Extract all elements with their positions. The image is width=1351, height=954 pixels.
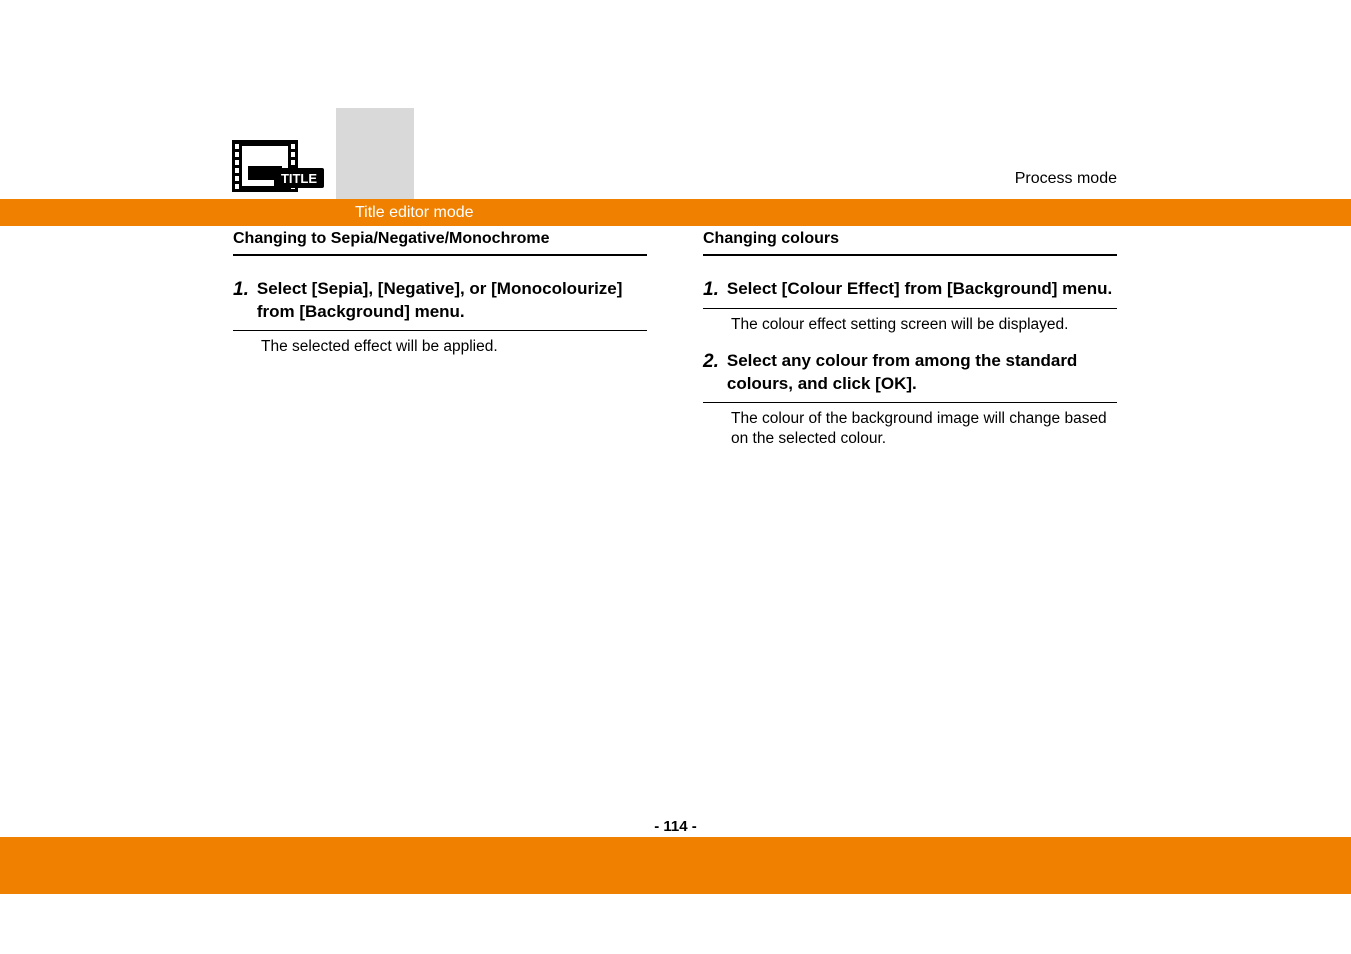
left-step-1-head: 1. Select [Sepia], [Negative], or [Monoc… — [233, 278, 647, 331]
document-page: TITLE Process mode Title editor mode Cha… — [0, 0, 1351, 954]
grey-tab-block — [336, 108, 414, 200]
footer-bar — [0, 837, 1351, 894]
right-step-2-head: 2. Select any colour from among the stan… — [703, 350, 1117, 403]
step-body: The colour of the background image will … — [703, 409, 1117, 451]
left-section-heading: Changing to Sepia/Negative/Monochrome — [233, 230, 647, 256]
step-title: Select [Colour Effect] from [Background]… — [727, 278, 1112, 301]
step-body: The selected effect will be applied. — [233, 337, 647, 358]
step-number: 2. — [703, 350, 719, 374]
right-section-heading: Changing colours — [703, 230, 1117, 256]
right-column: Changing colours 1. Select [Colour Effec… — [703, 230, 1117, 464]
mode-band: Title editor mode — [0, 199, 1351, 226]
step-body: The colour effect setting screen will be… — [703, 315, 1117, 336]
right-step-1-head: 1. Select [Colour Effect] from [Backgrou… — [703, 278, 1117, 309]
left-step-1: 1. Select [Sepia], [Negative], or [Monoc… — [233, 278, 647, 358]
step-number: 1. — [703, 278, 719, 302]
step-title: Select any colour from among the standar… — [727, 350, 1117, 396]
step-title: Select [Sepia], [Negative], or [Monocolo… — [257, 278, 647, 324]
left-column: Changing to Sepia/Negative/Monochrome 1.… — [233, 230, 647, 464]
content-area: Changing to Sepia/Negative/Monochrome 1.… — [233, 230, 1117, 464]
title-logo: TITLE — [232, 140, 326, 194]
step-number: 1. — [233, 278, 249, 302]
page-number: - 114 - — [0, 818, 1351, 835]
right-step-2: 2. Select any colour from among the stan… — [703, 350, 1117, 451]
right-step-1: 1. Select [Colour Effect] from [Backgrou… — [703, 278, 1117, 336]
mode-label: Title editor mode — [355, 204, 474, 222]
process-mode-label: Process mode — [1015, 170, 1117, 188]
logo-title-text: TITLE — [281, 171, 317, 186]
